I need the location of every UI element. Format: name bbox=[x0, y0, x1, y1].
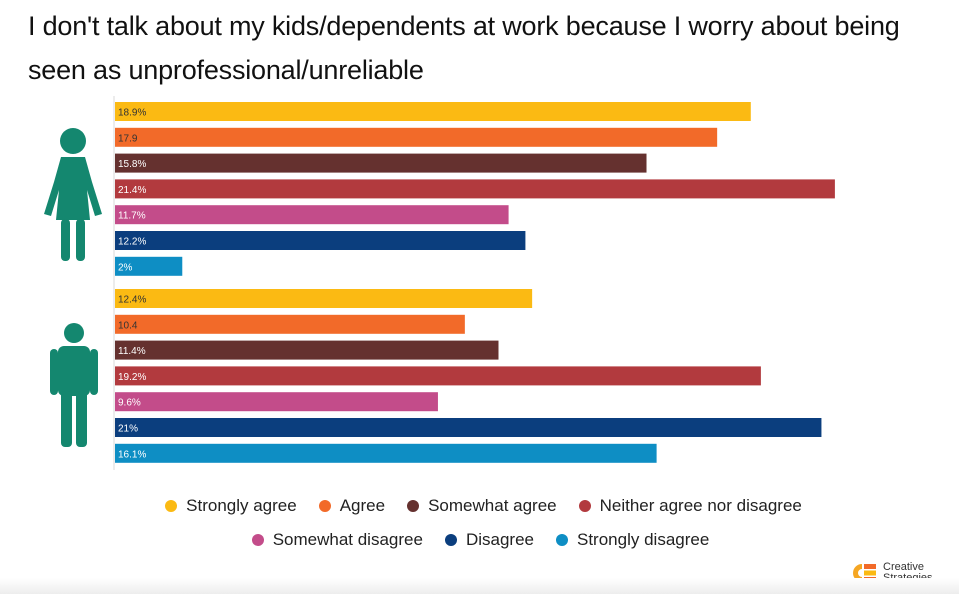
bar-value-label: 2% bbox=[118, 262, 133, 273]
bar-value-label: 19.2% bbox=[118, 372, 146, 383]
bar-female-neither-agree-nor-disagree bbox=[115, 179, 835, 199]
legend-item: Strongly disagree bbox=[556, 530, 709, 550]
bar-value-label: 16.1% bbox=[118, 449, 146, 460]
bar-value-label: 18.9% bbox=[118, 108, 146, 119]
legend-swatch bbox=[578, 500, 591, 512]
bar-value-label: 15.8% bbox=[118, 159, 146, 170]
female-person-icon bbox=[40, 128, 106, 268]
legend-item: Somewhat disagree bbox=[251, 530, 423, 550]
legend-swatch bbox=[318, 500, 331, 512]
bar-value-label: 9.6% bbox=[118, 398, 141, 409]
legend-row-1: Strongly agree Agree Somewhat agree Neither… bbox=[0, 496, 959, 516]
bar-female-strongly-agree bbox=[115, 102, 751, 121]
bar-male-agree bbox=[115, 314, 465, 334]
legend-label: Agree bbox=[339, 496, 386, 515]
bar-female-strongly-disagree bbox=[115, 256, 183, 276]
legend-label: Neither agree nor disagree bbox=[599, 496, 802, 515]
legend-item: Agree bbox=[318, 496, 386, 516]
bar-female-somewhat-disagree bbox=[115, 205, 509, 225]
legend-item: Neither agree nor disagree bbox=[578, 496, 802, 516]
bar-male-disagree bbox=[115, 418, 822, 437]
legend-label: Strongly agree bbox=[186, 496, 297, 515]
legend-label: Disagree bbox=[465, 530, 534, 549]
legend-label: Somewhat agree bbox=[428, 496, 557, 515]
bar-male-neither-agree-nor-disagree bbox=[115, 366, 761, 386]
bar-value-label: 11.7% bbox=[118, 211, 146, 222]
bar-female-somewhat-agree bbox=[115, 153, 647, 173]
bar-value-label: 12.4% bbox=[118, 295, 146, 306]
legend-item: Strongly agree bbox=[165, 496, 297, 516]
chart-title: I don't talk about my kids/dependents at… bbox=[28, 11, 900, 85]
legend-label: Somewhat disagree bbox=[272, 530, 423, 549]
legend-item: Disagree bbox=[444, 530, 534, 550]
bar-value-label: 12.2% bbox=[118, 237, 146, 248]
bar-female-agree bbox=[115, 127, 718, 147]
bar-value-label: 21.4% bbox=[118, 185, 146, 196]
bar-value-label: 11.4% bbox=[118, 346, 146, 357]
bar-male-somewhat-agree bbox=[115, 340, 499, 360]
brand-line-1: Creative bbox=[883, 561, 924, 573]
legend-swatch bbox=[407, 500, 420, 512]
bar-female-disagree bbox=[115, 231, 526, 250]
bar-male-somewhat-disagree bbox=[115, 392, 438, 412]
bar-value-label: 10.4 bbox=[118, 320, 138, 331]
male-person-icon bbox=[50, 323, 98, 453]
legend-swatch bbox=[165, 500, 178, 512]
bar-value-label: 17.9 bbox=[118, 133, 138, 144]
bottom-shadow bbox=[0, 578, 959, 594]
legend-swatch bbox=[251, 534, 264, 546]
legend-swatch bbox=[556, 534, 568, 546]
bar-male-strongly-agree bbox=[115, 289, 533, 308]
legend-row-2: Somewhat disagree Disagree Strongly disagr… bbox=[0, 530, 959, 550]
legend-swatch bbox=[444, 534, 457, 546]
legend-label: Strongly disagree bbox=[577, 530, 710, 549]
bar-value-label: 21% bbox=[118, 424, 138, 435]
legend-item: Somewhat agree bbox=[407, 496, 557, 516]
bar-male-strongly-disagree bbox=[115, 443, 657, 463]
